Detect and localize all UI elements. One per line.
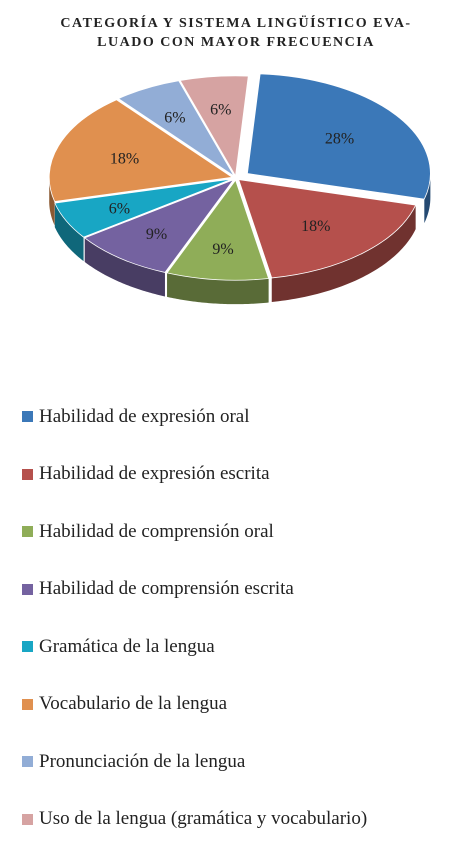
legend-item: Habilidad de expresión escrita bbox=[22, 446, 367, 504]
chart-title-line-1: Categoría y sistema lingüístico eva- bbox=[0, 14, 472, 33]
pie-slice-label-7: 6% bbox=[164, 109, 185, 126]
legend-label: Habilidad de comprensión escrita bbox=[39, 578, 294, 600]
legend-item: Uso de la lengua (gramática y vocabulari… bbox=[22, 791, 367, 848]
legend-label: Habilidad de expresión oral bbox=[39, 406, 250, 428]
pie-slice-label-3: 9% bbox=[212, 241, 233, 258]
legend-swatch bbox=[22, 641, 33, 652]
chart-title: Categoría y sistema lingüístico eva- lua… bbox=[0, 14, 472, 52]
legend-label: Pronunciación de la lengua bbox=[39, 751, 245, 773]
legend-label: Vocabulario de la lengua bbox=[39, 693, 227, 715]
legend-item: Pronunciación de la lengua bbox=[22, 733, 367, 791]
legend-swatch bbox=[22, 814, 33, 825]
pie-slice-label-5: 6% bbox=[109, 200, 130, 217]
legend-label: Uso de la lengua (gramática y vocabulari… bbox=[39, 808, 367, 830]
legend-swatch bbox=[22, 469, 33, 480]
legend-item: Habilidad de comprensión oral bbox=[22, 503, 367, 561]
legend-swatch bbox=[22, 526, 33, 537]
pie-slice-label-4: 9% bbox=[146, 226, 167, 243]
pie-chart: 28% 18% 9% 9% 6% 18% 6% 6% bbox=[0, 60, 472, 350]
legend-item: Habilidad de comprensión escrita bbox=[22, 561, 367, 619]
legend-item: Vocabulario de la lengua bbox=[22, 676, 367, 734]
chart-title-line-2: luado con mayor frecuencia bbox=[0, 33, 472, 52]
legend-label: Habilidad de comprensión oral bbox=[39, 521, 274, 543]
chart-legend: Habilidad de expresión oral Habilidad de … bbox=[22, 388, 367, 848]
legend-item: Habilidad de expresión oral bbox=[22, 388, 367, 446]
legend-swatch bbox=[22, 699, 33, 710]
pie-slice-label-6: 18% bbox=[110, 151, 139, 168]
legend-swatch bbox=[22, 584, 33, 595]
pie-slice-label-2: 18% bbox=[301, 218, 330, 235]
legend-label: Habilidad de expresión escrita bbox=[39, 463, 270, 485]
legend-label: Gramática de la lengua bbox=[39, 636, 215, 658]
pie-slice-label-1: 28% bbox=[325, 131, 354, 148]
pie-slice-label-8: 6% bbox=[210, 101, 231, 118]
legend-swatch bbox=[22, 756, 33, 767]
legend-item: Gramática de la lengua bbox=[22, 618, 367, 676]
legend-swatch bbox=[22, 411, 33, 422]
